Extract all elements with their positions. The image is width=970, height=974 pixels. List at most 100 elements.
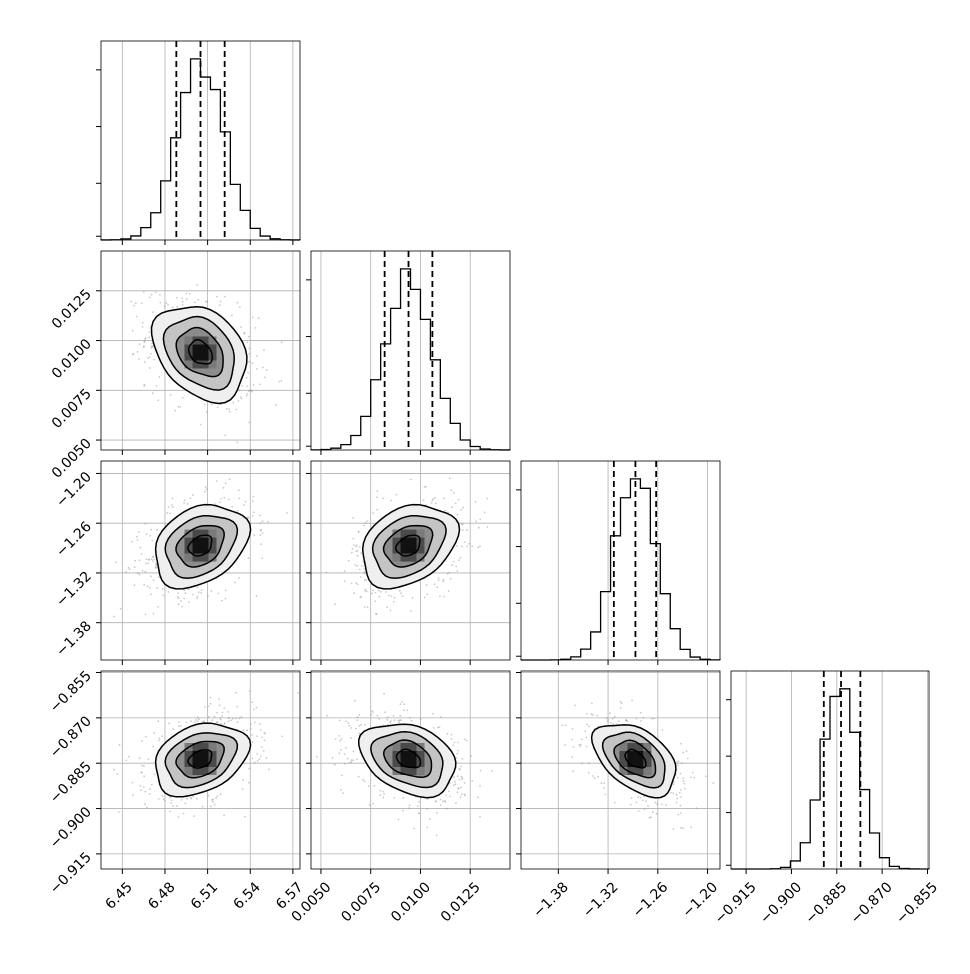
sample-point	[134, 302, 137, 304]
sample-point	[372, 589, 374, 592]
sample-point	[209, 702, 212, 705]
sample-point	[339, 739, 341, 742]
sample-point	[343, 762, 346, 765]
sample-point	[196, 595, 199, 598]
x-tick-label: 6.48	[145, 879, 178, 912]
sample-point	[224, 597, 227, 600]
sample-point	[219, 300, 222, 303]
sample-point	[138, 559, 141, 562]
sample-point	[402, 809, 404, 812]
sample-point	[131, 353, 134, 356]
sample-point	[603, 782, 606, 785]
panel-frame	[310, 670, 511, 870]
density-cell	[192, 751, 201, 759]
sample-point	[154, 565, 157, 568]
sample-point	[605, 717, 608, 720]
histogram-2	[521, 478, 721, 661]
sample-point	[611, 717, 614, 720]
sample-point	[143, 290, 145, 293]
panel-frame	[730, 670, 930, 870]
sample-point	[223, 295, 226, 298]
density-cell	[635, 751, 644, 759]
sample-point	[376, 490, 379, 493]
sample-point	[388, 594, 390, 597]
panel-3-0: 6.45 6.48 6.51 6.54 6.57−0.915−0.900−0.885−0…	[47, 668, 307, 913]
sample-point	[398, 719, 401, 722]
sample-point	[171, 799, 173, 802]
sample-point	[133, 566, 136, 568]
sample-point	[376, 508, 379, 511]
sample-point	[461, 523, 463, 526]
sample-point	[155, 291, 157, 294]
sample-point	[145, 562, 147, 565]
sample-point	[486, 497, 489, 500]
sample-point	[389, 721, 392, 724]
sample-point	[459, 796, 462, 799]
sample-point	[461, 778, 464, 780]
sample-point	[419, 718, 422, 721]
x-tick-label: 0.0075	[338, 879, 384, 925]
sample-point	[680, 789, 682, 791]
contour-line	[187, 534, 213, 557]
panel-3-2: −1.38 −1.32 −1.26 −1.20	[516, 670, 721, 921]
density-cell	[627, 751, 636, 759]
sample-point	[430, 502, 433, 504]
sample-point	[635, 801, 638, 804]
sample-point	[446, 573, 449, 575]
sample-point	[181, 605, 183, 608]
panel-2-1	[306, 460, 511, 665]
density-cell	[619, 767, 628, 775]
sample-point	[675, 793, 678, 796]
sample-point	[600, 782, 603, 785]
sample-point	[625, 719, 627, 721]
sample-point	[343, 753, 346, 756]
sample-point	[143, 345, 145, 347]
sample-point	[450, 738, 453, 740]
sample-point	[212, 798, 214, 801]
sample-point	[357, 775, 360, 778]
sample-point	[585, 736, 588, 739]
sample-point	[402, 797, 405, 799]
sample-point	[205, 411, 208, 413]
sample-point	[460, 775, 463, 778]
sample-point	[348, 724, 351, 727]
density-cell	[208, 537, 217, 546]
sample-point	[379, 590, 382, 593]
sample-point	[256, 753, 259, 755]
sample-point	[471, 780, 474, 782]
histogram-1	[310, 268, 511, 451]
sample-point	[682, 780, 685, 782]
sample-point	[676, 776, 679, 779]
sample-point	[141, 321, 144, 324]
sample-point	[150, 345, 153, 347]
sample-point	[360, 552, 363, 554]
sample-point	[151, 556, 154, 559]
sample-point	[564, 744, 567, 746]
sample-point	[113, 768, 115, 771]
sample-point	[408, 804, 411, 807]
sample-point	[130, 300, 133, 303]
sample-point	[410, 610, 412, 612]
sample-point	[248, 421, 251, 424]
sample-point	[393, 796, 396, 799]
density-cell	[408, 759, 417, 767]
sample-point	[228, 410, 231, 413]
panel-frame	[310, 460, 511, 661]
sample-point	[216, 406, 219, 409]
sample-point	[190, 720, 192, 722]
sample-point	[452, 744, 454, 747]
sample-point	[486, 526, 489, 528]
x-tick-label: −0.900	[757, 879, 805, 927]
sample-point	[253, 708, 255, 711]
sample-point	[587, 771, 590, 774]
sample-point	[280, 380, 283, 382]
sample-point	[352, 517, 354, 519]
sample-point	[626, 720, 629, 723]
sample-point	[376, 714, 379, 717]
sample-point	[462, 506, 465, 509]
sample-point	[384, 711, 386, 714]
sample-point	[185, 292, 188, 295]
sample-point	[141, 764, 143, 767]
sample-point	[152, 612, 155, 615]
sample-point	[354, 564, 357, 566]
